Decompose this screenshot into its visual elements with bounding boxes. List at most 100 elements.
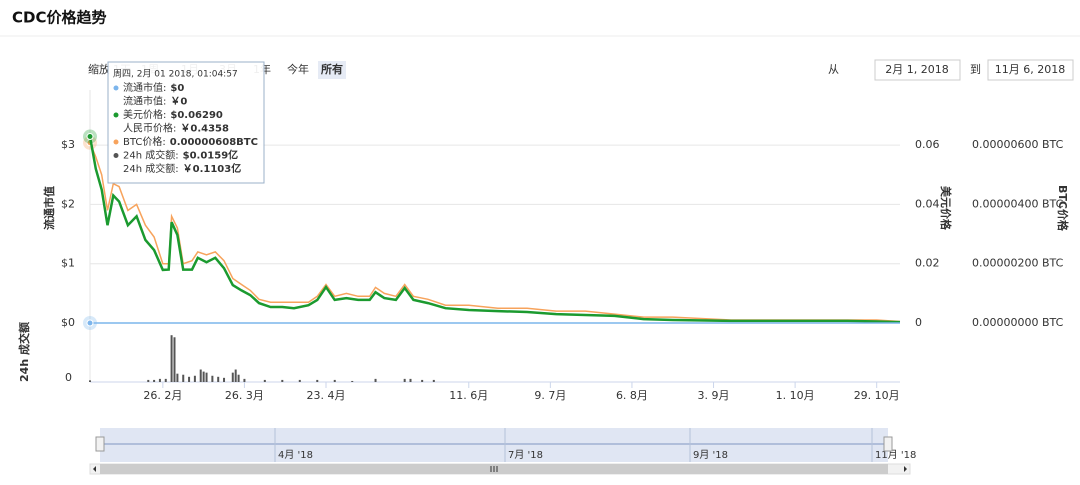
- tooltip-label: 美元价格:: [123, 108, 166, 121]
- volume-bar: [234, 369, 237, 382]
- volume-bar: [188, 376, 191, 382]
- navigator-bg: [100, 428, 888, 462]
- volume-bar: [351, 380, 354, 382]
- volume-bar: [231, 372, 234, 382]
- navigator-label: 11月 '18: [875, 449, 916, 461]
- tooltip-row: 人民币价格: ￥0.4358: [123, 122, 229, 135]
- volume-bar: [298, 379, 301, 382]
- series-line: [88, 136, 901, 324]
- navigator-label: 9月 '18: [693, 449, 728, 461]
- page-title: CDC价格趋势: [12, 9, 106, 27]
- volume-bar: [193, 375, 196, 382]
- volume-tick-label: 0: [65, 371, 72, 384]
- volume-bar: [202, 371, 205, 382]
- volume-bar: [374, 378, 377, 382]
- tooltip-value: $0.0159亿: [183, 149, 239, 162]
- volume-bar: [211, 375, 214, 382]
- range-from-input[interactable]: [874, 59, 961, 81]
- volume-bar: [243, 378, 246, 382]
- tooltip-box: [107, 61, 265, 184]
- volume-bar: [176, 373, 179, 382]
- y-axis-label: 流通市值: [42, 186, 56, 230]
- hover-point: [86, 133, 94, 141]
- x-tick-label: 26. 2月: [143, 389, 182, 402]
- navigator-handle[interactable]: [95, 436, 105, 452]
- volume-bar: [199, 369, 202, 382]
- y2-tick-label: 0.06: [915, 138, 940, 151]
- range-from: 2月 1, 2018: [885, 63, 948, 76]
- zoom-label: 缩放: [88, 62, 110, 76]
- tooltip-label: 流通市值:: [123, 95, 166, 108]
- x-tick-label: 11. 6月: [449, 389, 488, 402]
- volume-bar: [173, 337, 176, 382]
- tooltip-label: 24h 成交额:: [123, 162, 179, 175]
- y2-tick-label: 0.02: [915, 257, 940, 270]
- volume-bar: [182, 374, 185, 382]
- x-tick-label: 26. 3月: [225, 389, 264, 402]
- tooltip-value: ￥0.4358: [180, 124, 229, 135]
- volume-bar: [205, 372, 208, 382]
- volume-bar: [164, 378, 167, 382]
- volume-bar: [89, 380, 91, 382]
- y-tick-label: $3: [61, 138, 75, 151]
- zoom-button[interactable]: 今年: [287, 62, 309, 76]
- volume-bar: [333, 379, 336, 382]
- tooltip-value: $0.06290: [170, 110, 223, 121]
- volume-bar: [409, 378, 412, 382]
- x-tick-label: 3. 9月: [698, 389, 730, 402]
- tooltip-label: 人民币价格:: [123, 122, 176, 135]
- scrollbar-grip: [490, 466, 498, 472]
- y3-tick-label: 0.00000000 BTC: [972, 316, 1064, 329]
- tooltip-row: BTC价格: 0.00000608BTC: [123, 135, 258, 148]
- y3-tick-label: 0.00000400 BTC: [972, 197, 1064, 210]
- volume-axis-label: 24h 成交额: [17, 322, 31, 382]
- scrollbar-left-arrow[interactable]: [93, 466, 96, 472]
- x-tick-label: 1. 10月: [776, 389, 815, 402]
- volume-bar: [170, 335, 173, 382]
- zoom-button[interactable]: 所有: [321, 62, 343, 76]
- volume-bar: [217, 376, 220, 382]
- x-tick-label: 23. 4月: [307, 389, 346, 402]
- volume-bar: [281, 379, 284, 382]
- tooltip-value: $0: [170, 83, 184, 94]
- y-tick-label: $2: [61, 197, 75, 210]
- tooltip-bullet: [113, 153, 119, 158]
- volume-bar: [421, 379, 424, 382]
- range-from-label: 从: [828, 63, 839, 76]
- tooltip-value: ￥0.1103亿: [183, 162, 242, 175]
- volume-bar: [403, 378, 406, 382]
- volume-bar: [223, 377, 226, 382]
- volume-bar: [316, 379, 319, 382]
- tooltip-row: 流通市值: $0: [123, 81, 184, 94]
- volume-bar: [237, 374, 240, 382]
- tooltip-row: 流通市值: ￥0: [123, 95, 187, 108]
- tooltip-row: 美元价格: $0.06290: [123, 108, 223, 121]
- range-to-input[interactable]: [987, 59, 1074, 81]
- tooltip-row: 24h 成交额: ￥0.1103亿: [123, 162, 241, 175]
- tooltip-label: 24h 成交额:: [123, 149, 179, 162]
- navigator-label: 7月 '18: [508, 449, 543, 461]
- y3-axis-label: BTC价格: [1056, 185, 1070, 232]
- volume-bar: [153, 379, 156, 382]
- tooltip-label: BTC价格:: [123, 135, 166, 148]
- volume-bar: [432, 379, 435, 382]
- zoom-button-bg[interactable]: [318, 61, 346, 79]
- tooltip-value: 0.00000608BTC: [170, 137, 258, 148]
- tooltip-label: 流通市值:: [123, 81, 166, 94]
- y2-tick-label: 0.04: [915, 197, 940, 210]
- volume-bar: [263, 379, 266, 382]
- series-line: [89, 142, 901, 323]
- navigator-label: 4月 '18: [278, 449, 313, 461]
- volume-bar: [158, 378, 161, 382]
- scrollbar-right-arrow[interactable]: [904, 466, 907, 472]
- x-tick-label: 6. 8月: [616, 389, 648, 402]
- x-tick-label: 9. 7月: [534, 389, 566, 402]
- hover-point: [86, 319, 94, 327]
- range-to-label: 到: [970, 63, 981, 76]
- y-tick-label: $1: [61, 257, 75, 270]
- navigator-handle[interactable]: [883, 436, 893, 452]
- y3-tick-label: 0.00000200 BTC: [972, 257, 1064, 270]
- tooltip-title: 周四, 2月 01 2018, 01:04:57: [113, 69, 238, 80]
- x-tick-label: 29. 10月: [854, 389, 900, 402]
